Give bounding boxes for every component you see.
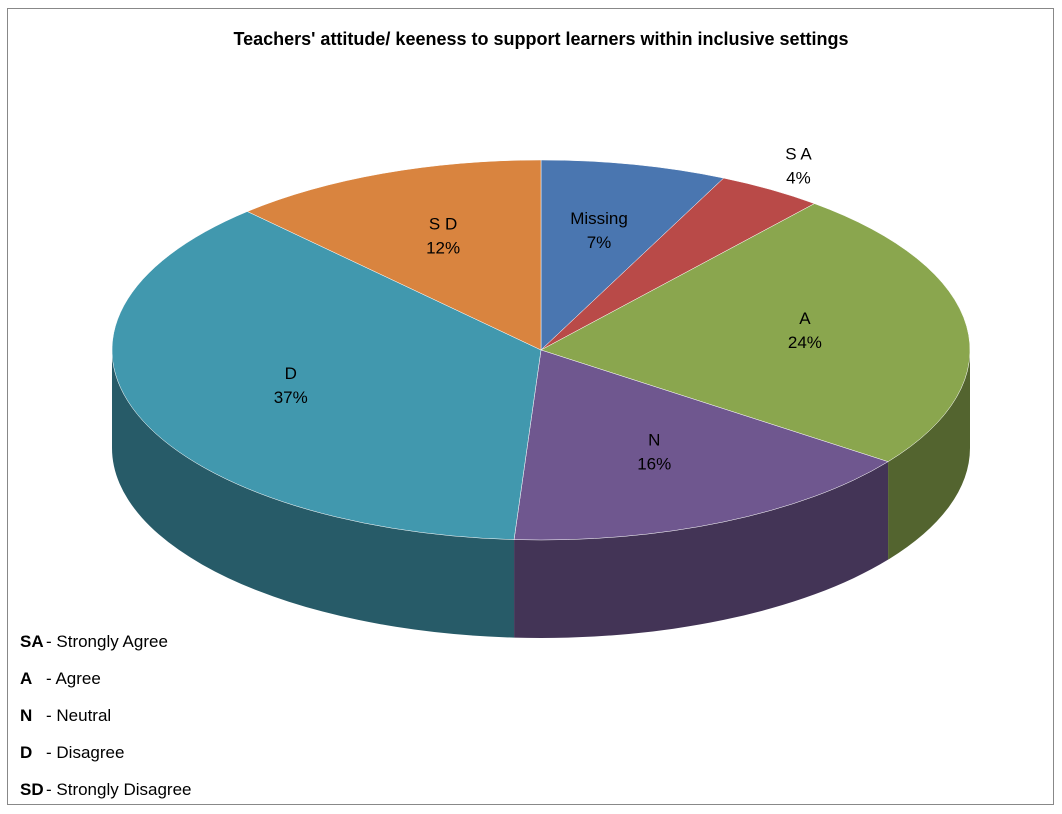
note-text: - Disagree (46, 743, 124, 762)
note-abbr: A (20, 669, 32, 688)
slice-value-label: 16% (637, 455, 671, 474)
slice-value-label: 24% (788, 333, 822, 352)
note-text: - Neutral (46, 706, 111, 725)
slice-value-label: 37% (274, 388, 308, 407)
note-abbr: SA (20, 632, 44, 651)
slice-category-label: S D (429, 214, 457, 233)
note-text: - Agree (46, 669, 101, 688)
note-text: - Strongly Agree (46, 632, 168, 651)
slice (246, 159, 542, 351)
slice-side (888, 350, 970, 560)
slice (111, 211, 542, 540)
slice (540, 203, 971, 462)
note-abbr: D (20, 743, 32, 762)
slice-category-label: Missing (570, 209, 628, 228)
pie-tops (111, 159, 971, 541)
slice-labels: Missing 7% S A 4% A 24% N 16% D 37% S D 12% (274, 144, 822, 473)
slice-category-label: D (285, 364, 297, 383)
pie-sides (112, 350, 970, 638)
slice-category-label: A (799, 309, 811, 328)
slice (513, 349, 889, 541)
slice-value-label: 12% (426, 238, 460, 257)
slice (540, 159, 725, 351)
slice-category-label: S A (785, 144, 812, 163)
chart-title: Teachers' attitude/ keeness to support l… (233, 29, 848, 49)
slice-side (112, 350, 515, 638)
slice-value-label: 4% (786, 168, 811, 187)
note-text: - Strongly Disagree (46, 780, 192, 799)
slice-value-label: 7% (587, 233, 612, 252)
note-abbr: N (20, 706, 32, 725)
note-abbr: SD (20, 780, 44, 799)
legend-notes: SA - Strongly Agree A - Agree N - Neutral D - D… (20, 632, 192, 799)
slice-category-label: N (648, 431, 660, 450)
slice-side (514, 461, 889, 638)
